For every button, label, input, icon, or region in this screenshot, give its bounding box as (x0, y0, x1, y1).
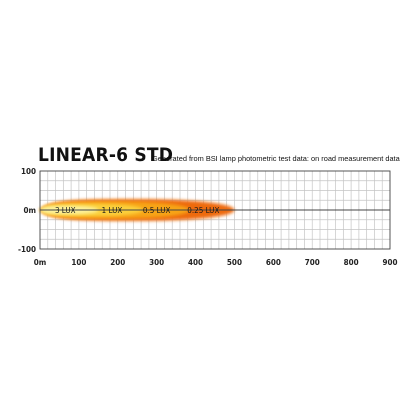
lux-label-3-lux: 3 LUX (55, 206, 76, 215)
x-tick-label: 100 (71, 258, 86, 267)
lux-label-0-5-lux: 0.5 LUX (143, 206, 171, 215)
x-tick-label: 200 (110, 258, 125, 267)
x-tick-label: 700 (305, 258, 320, 267)
x-tick-label: 900 (382, 258, 397, 267)
axes: 0m 100 200 300 400 500 600 700 800 900 100 0m -100 (18, 167, 398, 267)
x-tick-label: 600 (266, 258, 281, 267)
lux-label-0-25-lux: 0.25 LUX (187, 206, 219, 215)
x-tick-label: 400 (188, 258, 203, 267)
lux-label-1-lux: 1 LUX (102, 206, 123, 215)
x-tick-label: 0m (34, 258, 47, 267)
y-tick-label: 0m (23, 206, 36, 215)
chart-title: LINEAR-6 STD (38, 144, 174, 166)
chart-subtitle: Generated from BSI lamp photometric test… (152, 154, 400, 163)
lux-labels: 0.25 LUX 0.5 LUX 1 LUX 3 LUX (55, 206, 220, 215)
y-tick-label: -100 (18, 245, 36, 254)
x-tick-label: 500 (227, 258, 242, 267)
y-tick-label: 100 (21, 167, 36, 176)
x-tick-label: 300 (149, 258, 164, 267)
x-tick-label: 800 (344, 258, 359, 267)
